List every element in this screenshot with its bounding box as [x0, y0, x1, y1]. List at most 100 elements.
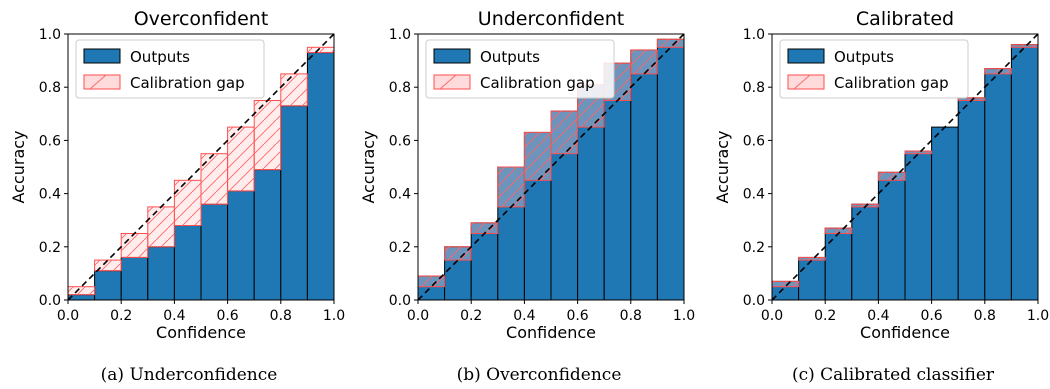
x-tick-label: 0.2 [460, 308, 482, 324]
x-tick-label: 0.0 [57, 308, 79, 324]
output-bar [824, 227, 853, 301]
calibration-gap-hatch [524, 132, 551, 181]
y-tick-label: 1.0 [389, 27, 411, 43]
output-bar [630, 49, 658, 301]
calibration-gap-hatch [851, 204, 879, 207]
calibration-gap-hatch [147, 206, 175, 247]
legend-swatch-outputs [787, 48, 825, 64]
output-bar [306, 52, 335, 301]
output-bar [1010, 44, 1039, 301]
chart-panel-3: 0.00.0 0.2 0.2 0.4 0.4 0.6 0.6 0.8 0.8 1.0 1.0 Cali… [713, 8, 1049, 385]
legend-label-outputs: Outputs [480, 48, 540, 66]
legend-box [75, 39, 265, 99]
calibration-gap-hatch [471, 222, 498, 234]
y-tick-label: 0.2 [389, 240, 411, 256]
y-tick-label: 0.4 [389, 187, 411, 203]
subfigure-caption: (a) Underconfidence [101, 365, 278, 385]
legend-swatch-calibration-gap [433, 74, 471, 90]
calibration-gap-hatch [878, 172, 905, 181]
chart-panel-2: 0.00.0 0.2 0.2 0.4 0.4 0.6 0.6 0.8 0.8 1.0 1.0 Unde… [359, 8, 695, 385]
output-bar [147, 246, 175, 301]
x-tick-label: 0.8 [974, 308, 996, 324]
calibration-gap-hatch [825, 228, 852, 234]
output-bar [173, 225, 202, 301]
chart-title: Calibrated [856, 8, 954, 30]
x-tick-label: 0.2 [110, 308, 132, 324]
x-tick-label: 0.2 [814, 308, 836, 324]
output-bar [280, 105, 308, 301]
calibration-gap-hatch [307, 47, 334, 53]
calibration-gap-hatch [201, 153, 228, 205]
legend-label-outputs: Outputs [834, 48, 894, 66]
calibration-gap-hatch [1011, 44, 1038, 48]
calibration-gap-hatch [798, 257, 826, 261]
y-tick-label: 0.8 [389, 80, 411, 96]
legend-label-calibration-gap: Calibration gap [480, 74, 595, 92]
legend-label-calibration-gap: Calibration gap [834, 74, 949, 92]
output-bar [67, 294, 96, 301]
calibration-gap-hatch [254, 100, 281, 170]
perfect-calibration-line [417, 33, 685, 301]
x-axis-label: Confidence [156, 323, 246, 342]
legend-swatch-outputs [433, 48, 471, 64]
output-bar [984, 68, 1012, 301]
calibration-gap-hatch [121, 233, 148, 258]
output-bar [120, 256, 149, 301]
y-tick-label: 1.0 [39, 27, 61, 43]
y-tick-label: 0.2 [743, 240, 765, 256]
calibration-gap-hatch [772, 281, 799, 287]
x-tick-label: 1.0 [673, 308, 695, 324]
x-tick-label: 0.0 [761, 308, 783, 324]
calibration-gap-hatch [657, 39, 684, 48]
perfect-calibration-line [67, 33, 335, 301]
x-tick-label: 0.6 [216, 308, 238, 324]
subfigure-caption: (b) Overconfidence [457, 365, 622, 385]
x-tick-label: 0.4 [867, 308, 889, 324]
output-bar [603, 62, 632, 301]
y-tick-label: 0.2 [39, 240, 61, 256]
legend-box [779, 39, 969, 99]
calibration-gap-hatch [280, 73, 308, 106]
axes-frame [417, 33, 685, 301]
x-tick-label: 0.6 [920, 308, 942, 324]
calibration-gap-hatch [227, 127, 255, 191]
perfect-calibration-line [771, 33, 1039, 301]
x-tick-label: 0.8 [620, 308, 642, 324]
axes-frame [771, 33, 1039, 301]
legend: Outputs Calibration gap [779, 39, 969, 99]
legend-swatch-hatch [89, 74, 107, 90]
x-tick-label: 1.0 [323, 308, 345, 324]
y-tick-label: 0.0 [39, 293, 61, 309]
calibration-gap-hatch [630, 49, 658, 74]
legend-box [425, 39, 615, 99]
y-axis-label: Accuracy [9, 130, 28, 203]
y-tick-label: 0.6 [743, 133, 765, 149]
output-bar [904, 150, 933, 301]
y-tick-label: 0.8 [743, 80, 765, 96]
legend: Outputs Calibration gap [425, 39, 615, 99]
calibration-gap-hatch [174, 180, 201, 226]
calibration-gap-hatch [497, 167, 525, 207]
calibration-gap-hatch [551, 111, 578, 154]
calibration-gap-hatch [984, 68, 1012, 74]
calibration-gap-hatch [905, 151, 932, 154]
chart-title: Underconfident [478, 8, 624, 30]
x-axis-label: Confidence [506, 323, 596, 342]
output-bar [851, 203, 879, 301]
legend-swatch-calibration-gap [787, 74, 825, 90]
calibration-gap-hatch [418, 276, 445, 287]
y-axis-label: Accuracy [359, 130, 378, 203]
legend-swatch-outputs [83, 48, 121, 64]
y-tick-label: 0.4 [39, 187, 61, 203]
output-bar [656, 38, 685, 301]
output-bar [877, 171, 906, 301]
legend-label-outputs: Outputs [130, 48, 190, 66]
output-bar [470, 222, 499, 301]
axes-frame [67, 33, 335, 301]
calibration-gap-hatch [444, 246, 472, 261]
legend: Outputs Calibration gap [75, 39, 265, 99]
legend-swatch-hatch [439, 74, 457, 90]
y-tick-label: 0.0 [743, 293, 765, 309]
x-tick-label: 1.0 [1027, 308, 1049, 324]
